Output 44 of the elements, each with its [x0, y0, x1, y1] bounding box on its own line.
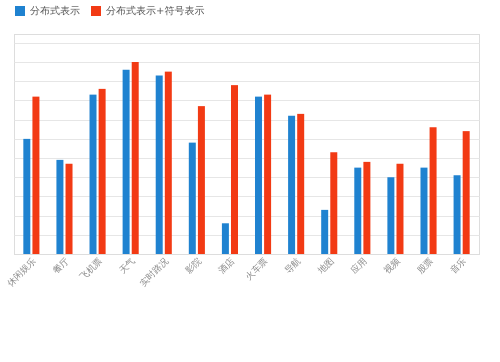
x-tick-label: 实时路况 [138, 256, 171, 290]
bar [164, 72, 172, 254]
bar [330, 152, 338, 254]
bar [430, 127, 437, 254]
bar [90, 94, 97, 254]
legend-label: 分布式表示+符号表示 [106, 5, 204, 17]
bar [198, 106, 205, 254]
x-tick-label: 影院 [183, 256, 204, 276]
x-tick-label: 应用 [348, 256, 370, 276]
x-tick-label: 天气 [117, 256, 138, 276]
bar [23, 138, 30, 254]
bar [321, 210, 328, 254]
bar [32, 96, 40, 254]
bar [354, 168, 362, 254]
bar [420, 168, 428, 254]
bar [454, 175, 461, 254]
bar [98, 88, 106, 254]
x-tick-label: 休闲娱乐 [5, 256, 38, 290]
bar [288, 116, 296, 254]
bar [56, 160, 64, 254]
x-tick-label: 音乐 [448, 256, 469, 276]
bar [363, 162, 370, 254]
bar [222, 223, 229, 254]
x-tick-label: 股票 [415, 256, 436, 276]
x-tick-label: 地图 [315, 256, 336, 278]
bar [188, 142, 196, 254]
x-tick-label: 导航 [282, 256, 304, 276]
bar [396, 164, 404, 254]
bar [132, 62, 139, 254]
x-tick-label: 酒店 [216, 256, 238, 276]
bar [254, 96, 262, 254]
bar [122, 70, 130, 254]
bar [66, 164, 73, 254]
legend-label: 分布式表示 [30, 5, 80, 17]
bar [231, 85, 238, 254]
x-tick-label: 视频 [382, 256, 403, 276]
bar [387, 177, 394, 254]
bar [297, 114, 304, 254]
x-tick-label: 火车票 [243, 256, 270, 283]
bar [156, 75, 163, 254]
x-tick-label: 飞机票 [78, 256, 105, 283]
bar [462, 131, 470, 254]
x-tick-label: 餐厅 [51, 256, 72, 276]
bar [264, 94, 272, 254]
